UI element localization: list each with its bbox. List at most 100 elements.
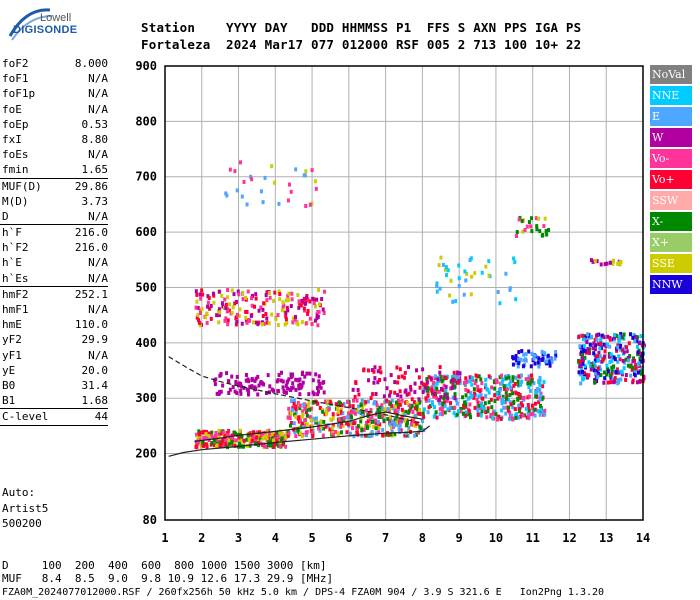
- echo-point: [462, 400, 466, 405]
- legend-item: NNW: [650, 275, 692, 296]
- echo-point: [415, 368, 419, 373]
- echo-point: [500, 373, 504, 378]
- echo-point: [233, 301, 237, 306]
- echo-point: [453, 405, 457, 410]
- echo-point: [195, 299, 199, 304]
- echo-point: [355, 407, 359, 412]
- echo-point: [511, 362, 515, 367]
- echo-point: [401, 411, 405, 416]
- echo-point: [538, 412, 542, 417]
- echo-point: [461, 411, 465, 416]
- echo-point: [333, 429, 337, 434]
- x-tick-label: 8: [419, 531, 426, 545]
- param-name: hmF2: [2, 287, 29, 301]
- legend-item: NoVal: [650, 65, 692, 86]
- echo-point: [405, 392, 409, 397]
- echo-point: [427, 375, 431, 380]
- echo-point: [396, 380, 400, 385]
- echo-point: [396, 408, 400, 413]
- echo-point: [315, 297, 319, 302]
- echo-point: [456, 380, 460, 385]
- echo-point: [379, 414, 383, 419]
- echo-point: [339, 424, 343, 429]
- echo-point: [232, 430, 236, 435]
- echo-point: [619, 331, 623, 336]
- echo-point: [276, 389, 280, 394]
- echo-point: [289, 410, 293, 415]
- echo-point: [196, 435, 200, 440]
- echo-point: [217, 289, 221, 294]
- echo-point: [364, 400, 368, 405]
- echo-point: [400, 398, 404, 403]
- echo-point: [227, 441, 231, 446]
- echo-point: [476, 400, 480, 405]
- echo-point: [348, 421, 352, 426]
- echo-point: [375, 403, 379, 408]
- echo-point: [440, 406, 444, 411]
- echo-point: [367, 423, 371, 428]
- echo-point: [232, 292, 236, 297]
- echo-point: [395, 365, 399, 370]
- echo-point: [605, 372, 609, 377]
- echo-point: [354, 381, 358, 386]
- echo-point: [438, 411, 442, 416]
- echo-point: [514, 234, 518, 239]
- echo-point: [409, 405, 413, 410]
- echo-point: [297, 299, 301, 304]
- echo-point: [249, 440, 253, 445]
- echo-point: [599, 373, 603, 378]
- param-row: h`F 216.0: [0, 224, 108, 240]
- echo-point: [309, 406, 313, 411]
- echo-point: [593, 347, 597, 352]
- param-row: yE 20.0: [0, 363, 108, 378]
- echo-point: [583, 348, 587, 353]
- echo-point: [432, 394, 436, 399]
- echo-point: [205, 445, 209, 450]
- echo-point: [435, 283, 439, 288]
- echo-point: [314, 416, 318, 421]
- echo-point: [473, 271, 477, 276]
- echo-point: [538, 383, 542, 388]
- echo-point: [286, 386, 290, 391]
- param-value: 110.0: [74, 318, 108, 332]
- echo-point: [272, 433, 276, 438]
- echo-point: [372, 424, 376, 429]
- echo-point: [324, 424, 328, 429]
- echo-point: [283, 322, 287, 327]
- echo-point: [440, 412, 444, 417]
- echo-point: [331, 412, 335, 417]
- echo-point: [539, 391, 543, 396]
- echo-point: [305, 371, 309, 376]
- echo-point: [250, 438, 254, 443]
- echo-point: [439, 386, 443, 391]
- echo-point: [234, 438, 238, 443]
- echo-point: [402, 375, 406, 380]
- echo-point: [370, 419, 374, 424]
- echo-point: [476, 384, 480, 389]
- echo-point: [348, 431, 352, 436]
- plot-frame: [164, 65, 644, 521]
- echo-point: [473, 381, 477, 386]
- echo-point: [351, 387, 355, 392]
- echo-point: [396, 406, 400, 411]
- echo-point: [304, 420, 308, 425]
- echo-point: [206, 434, 210, 439]
- echo-point: [624, 357, 628, 362]
- echo-point: [311, 296, 315, 301]
- echo-point: [226, 288, 230, 293]
- echo-point: [310, 431, 314, 436]
- echo-point: [378, 422, 382, 427]
- echo-point: [553, 356, 557, 361]
- echo-point: [230, 310, 234, 315]
- echo-point: [233, 169, 237, 174]
- echo-point: [366, 368, 370, 373]
- legend-item: SSE: [650, 254, 692, 275]
- echo-point: [612, 380, 616, 385]
- echo-point: [334, 402, 338, 407]
- echo-point: [273, 290, 277, 295]
- echo-point: [198, 308, 202, 313]
- echo-point: [219, 371, 223, 376]
- echo-point: [635, 344, 639, 349]
- echo-point: [254, 376, 258, 381]
- echo-point: [380, 403, 384, 408]
